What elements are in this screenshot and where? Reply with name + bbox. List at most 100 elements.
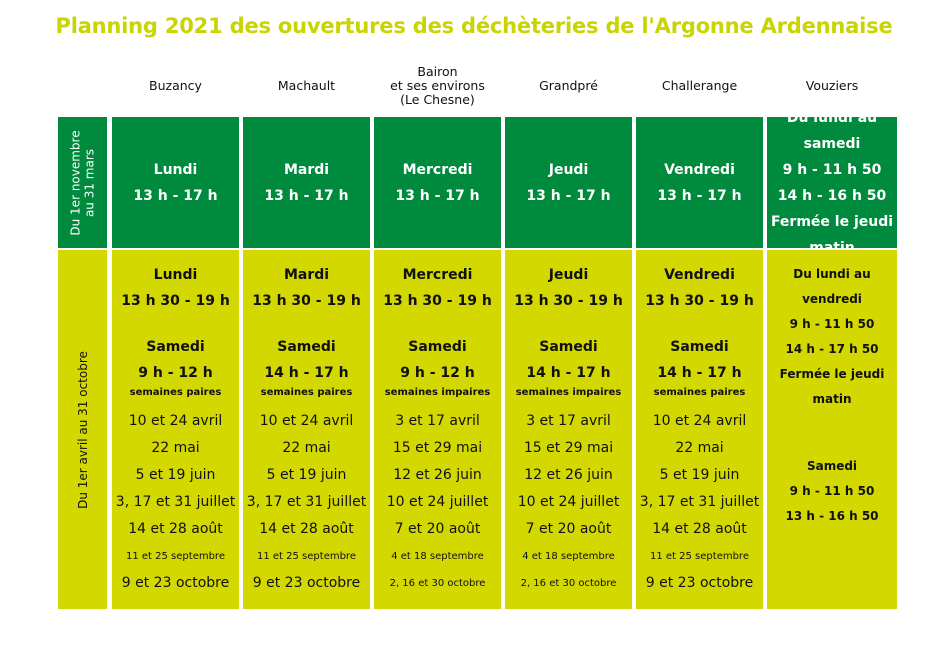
saturday-date: 4 et 18 septembre (391, 551, 484, 562)
hours-label: 13 h 30 - 19 h (121, 293, 230, 309)
saturday-date: 7 et 20 août (394, 521, 481, 537)
summer-cell-vouziers: Du lundi au vendredi 9 h - 11 h 50 14 h … (767, 250, 897, 609)
column-header-label: Bairon (417, 64, 458, 79)
day-label: Lundi (153, 267, 198, 283)
saturday-date: 5 et 19 juin (659, 467, 740, 483)
column-header-label: Machault (277, 78, 336, 93)
hours-line: matin (812, 392, 852, 406)
saturday-label: Samedi (670, 339, 729, 355)
row-label-text: Du 1er novembre (68, 129, 83, 236)
saturday-date: 14 et 28 août (128, 521, 223, 537)
saturday-date: 11 et 25 septembre (126, 551, 225, 562)
weeks-label: semaines paires (653, 387, 746, 398)
saturday-label: Samedi (146, 339, 205, 355)
saturday-label: Samedi (408, 339, 467, 355)
hours-label: 13 h 30 - 19 h (252, 293, 361, 309)
hours-label: 13 h - 17 h (264, 187, 349, 204)
saturday-hours: 9 h - 12 h (400, 365, 475, 381)
saturday-hours: 14 h - 17 h (526, 365, 611, 381)
saturday-date: 9 et 23 octobre (252, 575, 361, 591)
hours-label: 13 h 30 - 19 h (514, 293, 623, 309)
hours-line: 9 h - 11 h 50 (789, 317, 875, 331)
saturday-date: 4 et 18 septembre (522, 551, 615, 562)
hours-line: 14 h - 17 h 50 (785, 342, 879, 356)
column-header-label: (Le Chesne) (400, 92, 475, 107)
weeks-label: semaines impaires (384, 387, 491, 398)
saturday-hours: 14 h - 17 h (264, 365, 349, 381)
hours-line: Fermée le jeudi (779, 367, 885, 381)
weeks-label: semaines impaires (515, 387, 622, 398)
saturday-date: 11 et 25 septembre (650, 551, 749, 562)
hours-line: 9 h - 11 h 50 (782, 161, 882, 178)
day-label: Vendredi (664, 161, 735, 178)
weeks-label: semaines paires (260, 387, 353, 398)
saturday-date: 22 mai (675, 440, 724, 456)
saturday-date: 10 et 24 juillet (386, 494, 489, 510)
hours-line: 13 h - 16 h 50 (785, 509, 879, 523)
column-header-grandpre: Grandpré (505, 58, 632, 114)
saturday-date: 2, 16 et 30 octobre (389, 578, 486, 589)
day-label: Jeudi (548, 161, 589, 178)
column-header-bairon: Bairon et ses environs (Le Chesne) (374, 58, 501, 114)
column-header-vouziers: Vouziers (767, 58, 897, 114)
saturday-date: 7 et 20 août (525, 521, 612, 537)
saturday-label: Samedi (539, 339, 598, 355)
hours-line: Du lundi au (793, 267, 871, 281)
saturday-date: 9 et 23 octobre (121, 575, 230, 591)
saturday-date: 10 et 24 juillet (517, 494, 620, 510)
summer-cell-challerange: Vendredi 13 h 30 - 19 h Samedi 14 h - 17 h s… (636, 250, 763, 609)
saturday-date: 22 mai (282, 440, 331, 456)
hours-line: Du lundi au samedi (786, 109, 878, 152)
column-header-label: et ses environs (390, 78, 485, 93)
hours-label: 13 h 30 - 19 h (383, 293, 492, 309)
hours-line: 9 h - 11 h 50 (789, 484, 875, 498)
winter-cell-machault: Mardi 13 h - 17 h (243, 117, 370, 248)
saturday-hours: 9 h - 12 h (138, 365, 213, 381)
summer-cell-grandpre: Jeudi 13 h 30 - 19 h Samedi 14 h - 17 h sema… (505, 250, 632, 609)
summer-cell-buzancy: Lundi 13 h 30 - 19 h Samedi 9 h - 12 h semai… (112, 250, 239, 609)
column-header-label: Grandpré (539, 78, 598, 93)
summer-cell-machault: Mardi 13 h 30 - 19 h Samedi 14 h - 17 h sema… (243, 250, 370, 609)
saturday-date: 3 et 17 avril (395, 413, 480, 429)
hours-label: 13 h - 17 h (133, 187, 218, 204)
winter-cell-grandpre: Jeudi 13 h - 17 h (505, 117, 632, 248)
saturday-date: 10 et 24 avril (259, 413, 354, 429)
saturday-hours: 14 h - 17 h (657, 365, 742, 381)
day-label: Mardi (283, 161, 330, 178)
saturday-date: 10 et 24 avril (128, 413, 223, 429)
day-label: Lundi (153, 161, 198, 178)
saturday-date: 2, 16 et 30 octobre (520, 578, 617, 589)
saturday-date: 5 et 19 juin (266, 467, 347, 483)
saturday-date: 22 mai (151, 440, 200, 456)
hours-line: Fermée le jeudi (770, 213, 894, 230)
saturday-date: 3, 17 et 31 juillet (246, 494, 367, 510)
day-label: Mercredi (402, 161, 473, 178)
hours-line: Samedi (806, 459, 858, 473)
saturday-date: 15 et 29 mai (392, 440, 483, 456)
saturday-date: 10 et 24 avril (652, 413, 747, 429)
column-header-label: Challerange (661, 78, 738, 93)
column-header-label: Vouziers (805, 78, 859, 93)
page-title: Planning 2021 des ouvertures des déchète… (55, 14, 893, 38)
day-label: Vendredi (664, 267, 735, 283)
weeks-label: semaines paires (129, 387, 222, 398)
row-label-summer: Du 1er avril au 31 octobre (58, 250, 107, 609)
column-header-label: Buzancy (149, 78, 202, 93)
row-label-text: Du 1er avril au 31 octobre (75, 350, 90, 509)
saturday-date: 12 et 26 juin (393, 467, 482, 483)
saturday-date: 3 et 17 avril (526, 413, 611, 429)
hours-label: 13 h 30 - 19 h (645, 293, 754, 309)
saturday-date: 11 et 25 septembre (257, 551, 356, 562)
saturday-date: 3, 17 et 31 juillet (115, 494, 236, 510)
saturday-date: 14 et 28 août (259, 521, 354, 537)
column-header-buzancy: Buzancy (112, 58, 239, 114)
day-label: Mardi (283, 267, 330, 283)
day-label: Jeudi (548, 267, 589, 283)
winter-cell-buzancy: Lundi 13 h - 17 h (112, 117, 239, 248)
hours-line: 14 h - 16 h 50 (777, 187, 887, 204)
hours-label: 13 h - 17 h (526, 187, 611, 204)
saturday-date: 12 et 26 juin (524, 467, 613, 483)
winter-cell-vouziers: Du lundi au samedi 9 h - 11 h 50 14 h - … (767, 110, 897, 256)
saturday-date: 5 et 19 juin (135, 467, 216, 483)
hours-line: vendredi (802, 292, 862, 306)
